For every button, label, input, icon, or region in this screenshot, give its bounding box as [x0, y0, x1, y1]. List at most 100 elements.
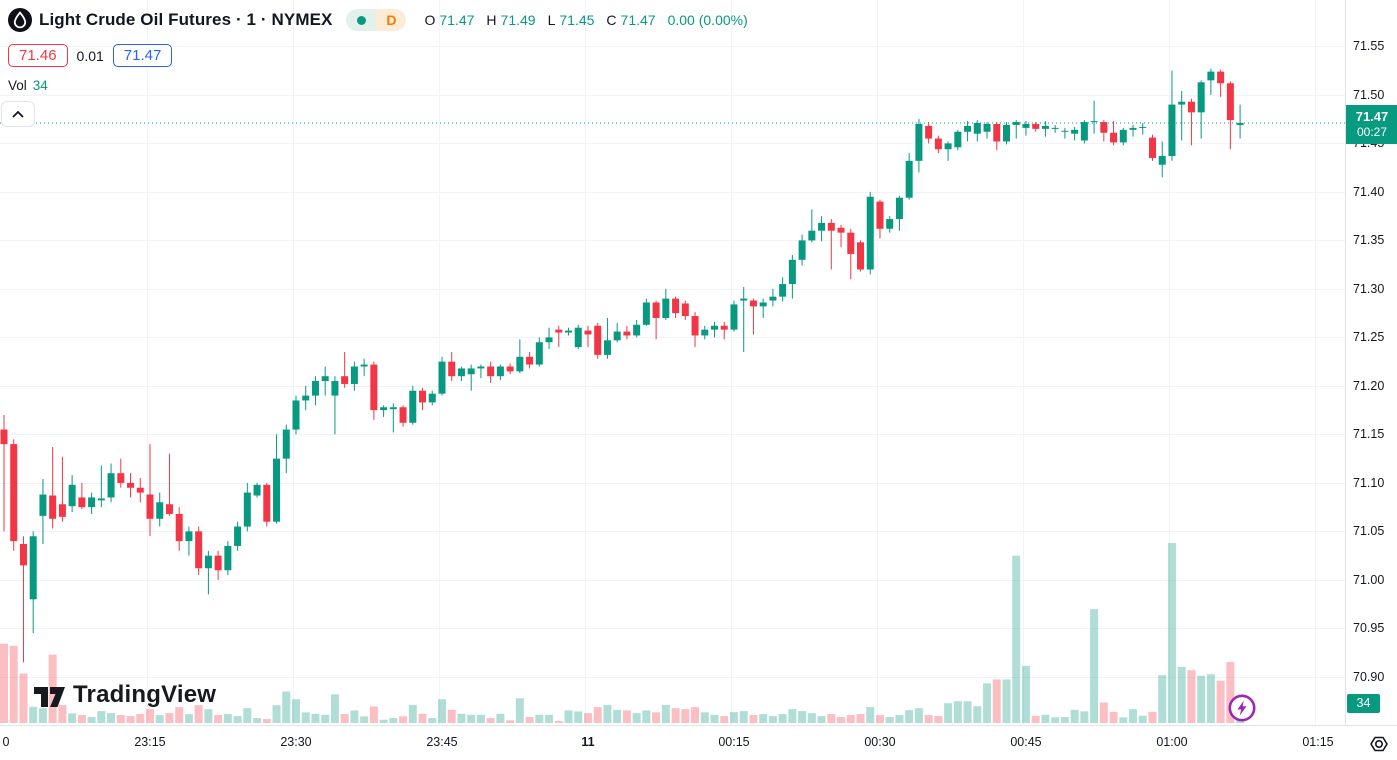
buy-ask-button[interactable]: 71.47 [112, 44, 173, 67]
time-axis[interactable]: 0 23:15 23:30 23:45 11 00:15 00:30 00:45 01:00 01… [0, 725, 1397, 760]
volume-bar [632, 713, 641, 723]
volume-bar [875, 715, 884, 723]
volume-bar [749, 715, 758, 723]
time-axis-label: 00:30 [864, 735, 896, 749]
volume-bar [613, 709, 622, 723]
sell-bid-button[interactable]: 71.46 [8, 44, 68, 67]
volume-bar [243, 708, 252, 723]
volume-bar [506, 720, 515, 723]
volume-bar [175, 707, 184, 723]
candle-body [681, 303, 689, 317]
spread-label: 0.01 [76, 47, 104, 64]
volume-bar [545, 714, 554, 723]
candle-body [243, 492, 251, 527]
symbol-title[interactable]: Light Crude Oil Futures · 1 · NYMEX [39, 10, 333, 29]
candle-body [633, 324, 641, 336]
price-axis-label: 71.50 [1353, 87, 1385, 102]
volume-bar [340, 714, 349, 723]
candlestick-chart[interactable] [0, 0, 1345, 725]
candle-body [88, 497, 96, 508]
volume-bar [846, 715, 855, 723]
volume-bar [992, 679, 1001, 723]
volume-bar [38, 708, 47, 723]
volume-bar [389, 718, 398, 723]
low-value: 71.45 [559, 12, 595, 28]
candle-body [993, 124, 1001, 142]
candle-body [146, 494, 154, 519]
candle-body [448, 361, 456, 377]
candle-body [321, 376, 329, 382]
candle-body [185, 531, 193, 542]
volume-bar [944, 703, 953, 723]
candle-body [1119, 129, 1127, 143]
candle-body [68, 484, 76, 507]
volume-bar [1167, 543, 1176, 723]
volume-bar [1138, 715, 1147, 723]
volume-bar [1119, 717, 1128, 723]
candle-body [535, 342, 543, 365]
volume-bar [671, 708, 680, 723]
candle-body [117, 473, 125, 483]
volume-bar [301, 712, 310, 723]
candle-body [457, 368, 465, 377]
bid-ask-row: 71.46 0.01 71.47 [8, 44, 748, 67]
volume-bar [807, 713, 816, 723]
volume-bar [593, 707, 602, 723]
volume-bar [1206, 674, 1215, 723]
symbol-title-row: Light Crude Oil Futures · 1 · NYMEX D O … [8, 6, 748, 34]
volume-bar [1080, 711, 1089, 723]
volume-bar [496, 713, 505, 723]
time-axis-label: 23:15 [134, 735, 166, 749]
candle-body [224, 545, 232, 571]
candle-body [973, 123, 981, 134]
volume-bar [282, 691, 291, 723]
time-axis-label: 0 [2, 735, 10, 749]
chart-settings-gear-icon[interactable] [1368, 733, 1390, 755]
price-axis-label: 71.40 [1353, 184, 1385, 199]
candle-body [642, 302, 650, 325]
price-axis-label: 71.30 [1353, 281, 1385, 296]
candle-body [1090, 121, 1098, 123]
candle-body [876, 201, 884, 229]
volume-bar [1070, 709, 1079, 723]
candle-body [195, 531, 203, 569]
volume-bar [1099, 702, 1108, 723]
candle-body [925, 125, 933, 139]
volume-bar [486, 718, 495, 723]
volume-bar [983, 683, 992, 723]
volume-bar [914, 708, 923, 723]
volume-bar [1090, 609, 1099, 723]
change-value: 0.00 (0.00%) [667, 12, 748, 28]
lightning-trade-button[interactable] [1228, 694, 1256, 722]
volume-bar [399, 716, 408, 723]
candle-body [1061, 130, 1069, 132]
price-axis-label: 70.95 [1353, 621, 1385, 636]
candle-body [759, 302, 767, 307]
volume-bar [963, 701, 972, 723]
market-status-pill[interactable]: D [346, 9, 407, 31]
volume-bar [145, 709, 154, 723]
volume-bar [1031, 715, 1040, 723]
volume-bar [788, 709, 797, 723]
chevron-up-icon [12, 110, 24, 118]
chart-legend: Light Crude Oil Futures · 1 · NYMEX D O … [8, 6, 748, 93]
bar-countdown: 00:27 [1356, 125, 1388, 140]
candle-body [438, 361, 446, 394]
candle-body [788, 259, 796, 285]
collapse-legend-button[interactable] [1, 101, 35, 127]
volume-bar [759, 714, 768, 723]
candle-body [409, 390, 417, 423]
volume-bar [642, 710, 651, 723]
volume-bar [1012, 555, 1021, 723]
price-axis[interactable]: 71.5571.5071.4571.4071.3571.3071.2571.20… [1345, 0, 1397, 725]
tradingview-watermark: TradingView [33, 681, 216, 709]
candle-body [253, 484, 261, 496]
candle-body [302, 395, 310, 401]
volume-bar [1051, 717, 1060, 723]
volume-bar [1226, 661, 1235, 723]
candle-body [964, 125, 972, 132]
volume-value: 34 [32, 78, 48, 93]
candle-body [837, 227, 845, 233]
price-axis-label: 71.25 [1353, 330, 1385, 345]
